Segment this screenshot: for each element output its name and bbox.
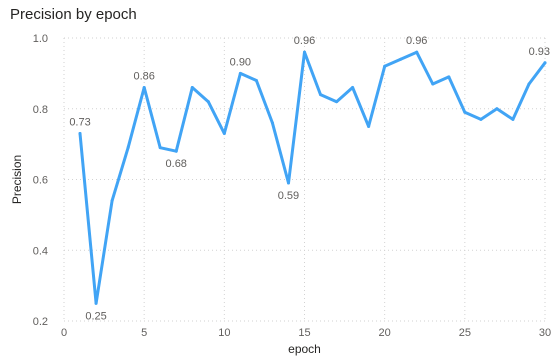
- x-tick-label: 5: [141, 327, 147, 339]
- data-point[interactable]: [174, 149, 178, 153]
- data-point[interactable]: [78, 132, 82, 136]
- data-labels: 0.73 0.25 0.86 0.68 0.90 0.59 0.96 0.96 0.93: [69, 35, 550, 322]
- data-label: 0.90: [230, 56, 251, 68]
- data-point[interactable]: [527, 82, 531, 86]
- y-tick-label: 0.2: [33, 316, 48, 328]
- chart-title: Precision by epoch: [10, 6, 137, 23]
- data-point[interactable]: [126, 146, 130, 150]
- data-point[interactable]: [286, 181, 290, 185]
- x-tick-label: 15: [298, 327, 310, 339]
- y-axis-title: Precision: [10, 155, 24, 204]
- data-point[interactable]: [303, 50, 306, 54]
- data-point[interactable]: [254, 78, 258, 82]
- data-point[interactable]: [351, 86, 355, 90]
- data-point[interactable]: [94, 301, 98, 305]
- data-label: 0.86: [133, 71, 154, 83]
- data-point[interactable]: [479, 117, 483, 121]
- data-point[interactable]: [447, 75, 451, 79]
- series-layer: [78, 50, 547, 305]
- data-label: 0.68: [166, 158, 187, 170]
- data-label: 0.93: [529, 46, 550, 58]
- data-point[interactable]: [158, 146, 162, 150]
- y-tick-label: 0.6: [33, 175, 48, 187]
- data-point[interactable]: [319, 93, 323, 97]
- data-point[interactable]: [511, 117, 515, 121]
- x-tick-label: 10: [218, 327, 230, 339]
- axis-ticks: 0.2 0.4 0.6 0.8 1.0 0 5 10 15 20 25 30: [33, 33, 551, 339]
- data-point[interactable]: [206, 100, 210, 104]
- x-axis-title: epoch: [288, 342, 321, 356]
- data-point[interactable]: [383, 64, 387, 68]
- data-point[interactable]: [367, 124, 371, 128]
- data-point[interactable]: [335, 100, 339, 104]
- data-point[interactable]: [222, 132, 226, 136]
- data-point[interactable]: [270, 121, 274, 125]
- data-point[interactable]: [238, 71, 242, 75]
- data-label: 0.25: [85, 310, 106, 322]
- data-point[interactable]: [495, 107, 499, 111]
- data-label: 0.73: [69, 117, 90, 129]
- data-label: 0.59: [278, 190, 299, 202]
- y-tick-label: 0.8: [33, 104, 48, 116]
- data-point[interactable]: [463, 110, 467, 114]
- data-point[interactable]: [543, 61, 547, 65]
- data-label: 0.96: [406, 35, 427, 47]
- data-point[interactable]: [415, 50, 419, 54]
- data-label: 0.96: [294, 35, 315, 47]
- x-tick-label: 20: [379, 327, 391, 339]
- y-tick-label: 1.0: [33, 33, 48, 45]
- x-tick-label: 0: [61, 327, 67, 339]
- data-point[interactable]: [190, 86, 194, 90]
- data-point[interactable]: [110, 199, 114, 203]
- x-tick-label: 25: [459, 327, 471, 339]
- data-point[interactable]: [431, 82, 435, 86]
- x-tick-label: 30: [539, 327, 551, 339]
- y-tick-label: 0.4: [33, 245, 48, 257]
- data-point[interactable]: [142, 86, 146, 90]
- data-point[interactable]: [399, 57, 403, 61]
- precision-series-line: [78, 50, 547, 305]
